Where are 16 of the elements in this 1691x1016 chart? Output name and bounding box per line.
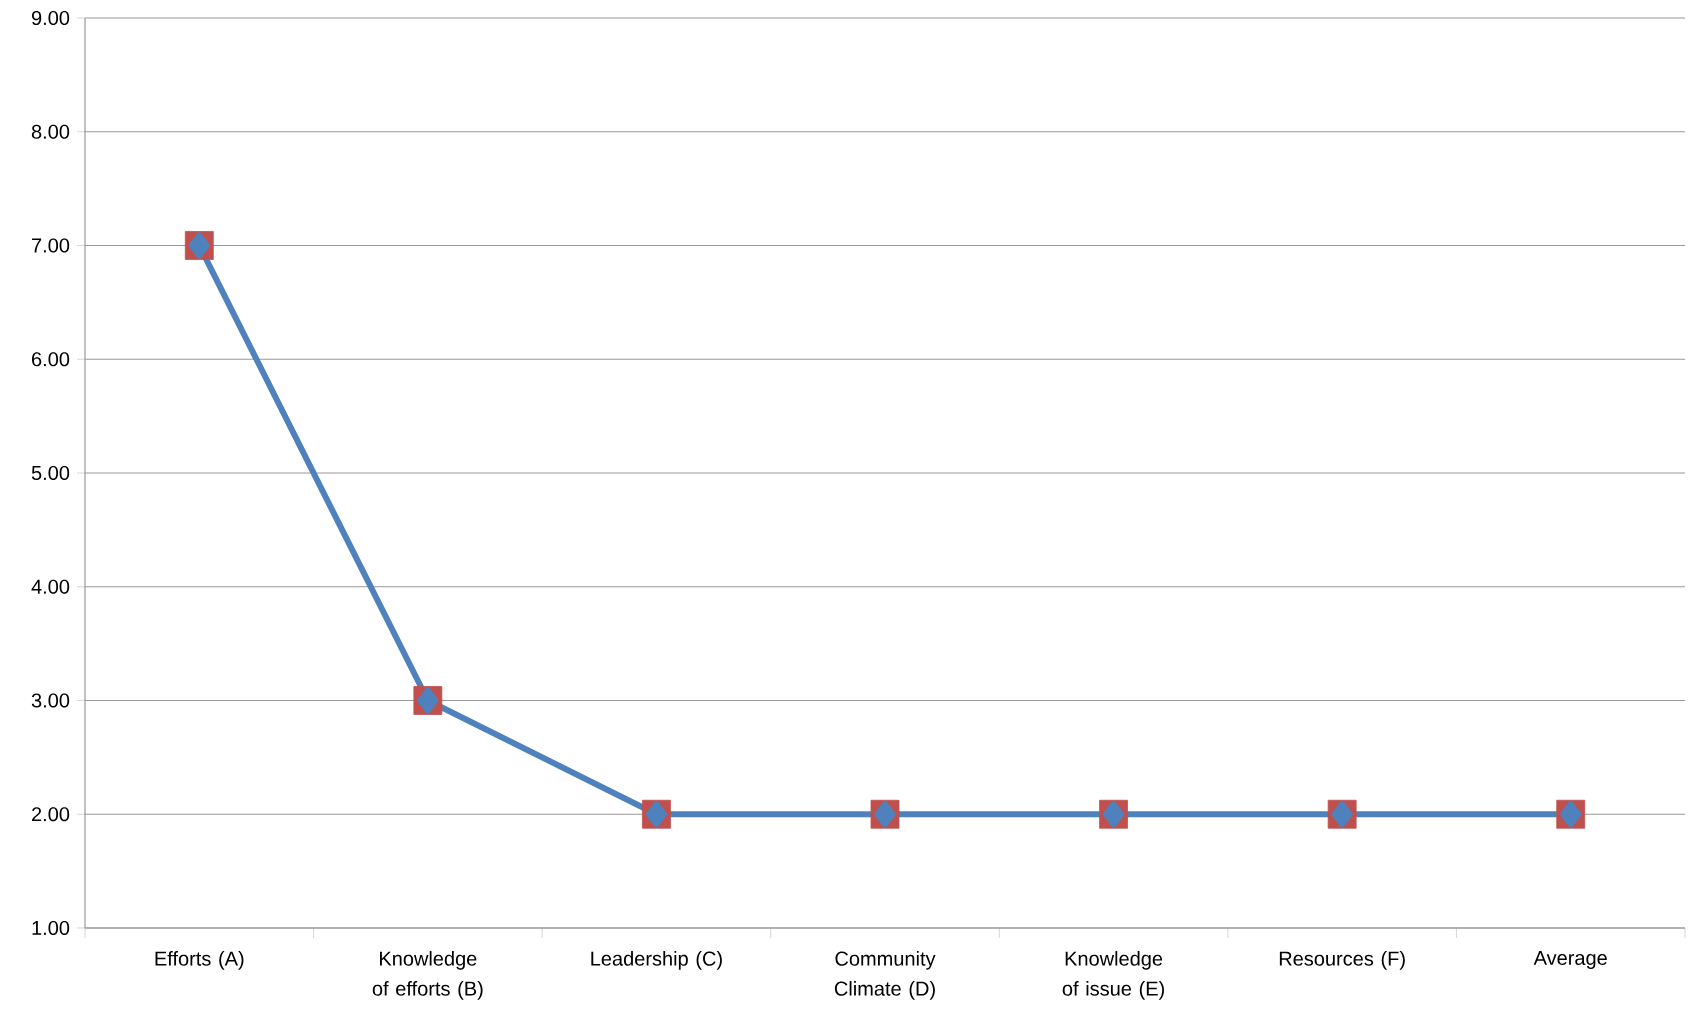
y-tick-label: 4.00 [31, 579, 70, 594]
y-tick-label: 2.00 [32, 807, 70, 822]
x-tick-label: Knowledge of efforts (B) [372, 951, 483, 1000]
x-tick-label: Leadership (C) [591, 951, 722, 970]
y-tick-label: 1.00 [32, 920, 70, 936]
y-tick-label: 7.00 [32, 238, 70, 253]
x-tick-label: Community Climate (D) [834, 951, 936, 1000]
x-tick-label: Efforts (A) [155, 951, 244, 970]
y-tick-label: 6.00 [32, 352, 70, 367]
y-tick-label: 8.00 [31, 124, 70, 139]
y-tick-label: 5.00 [31, 465, 70, 481]
x-tick-label: Average [1533, 951, 1607, 969]
y-tick-label: 3.00 [31, 693, 70, 708]
y-tick-label: 9.00 [31, 10, 70, 26]
x-tick-label: Knowledge of issue (E) [1062, 951, 1164, 1000]
x-tick-label: Resources (F) [1279, 951, 1405, 970]
